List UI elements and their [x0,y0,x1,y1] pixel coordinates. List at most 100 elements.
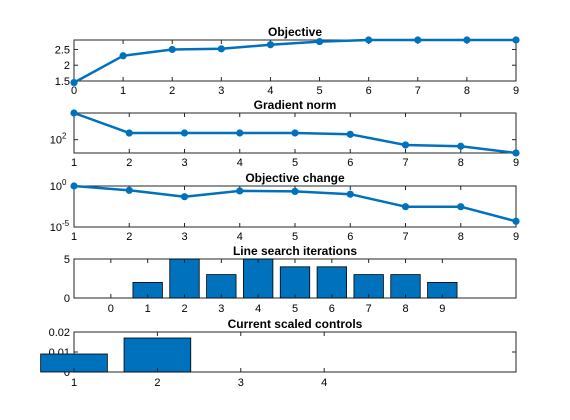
data-point [70,78,78,87]
x-tick-label: 8 [458,231,464,243]
x-tick-label: 5 [316,85,322,97]
bar [169,258,200,299]
x-tick-label: 5 [292,231,298,243]
data-point [346,130,354,138]
x-tick-label: 5 [292,157,298,169]
x-tick-label: 6 [347,157,353,169]
data-point [291,187,299,195]
x-tick-label: 6 [366,85,372,97]
data-point [180,129,189,137]
data-point [217,45,225,53]
data-point [125,129,133,137]
x-tick-label: 1 [71,157,77,169]
data-point [512,36,520,44]
data-point [236,187,244,195]
x-tick-label: 1 [71,377,77,389]
data-point [463,36,471,44]
y-tick-exponent: 2 [62,132,67,141]
x-tick-label: 7 [402,231,408,243]
axes-box [73,39,517,82]
data-point [291,129,299,137]
x-tick-label: 2 [169,85,175,97]
x-tick-label: 6 [329,303,335,315]
data-point [512,149,520,157]
x-tick-label: 5 [292,303,298,315]
y-tick-label: 0 [64,367,70,379]
x-tick-label: 3 [181,157,187,169]
data-point [401,203,410,211]
data-point [346,190,354,198]
x-tick-label: 3 [181,231,187,243]
data-point [414,36,422,44]
subplot-title: Objective change [245,171,345,185]
x-tick-label: 8 [464,85,470,97]
x-tick-label: 9 [513,157,519,169]
y-tick-label: 10 [50,222,62,234]
data-point [266,41,275,49]
x-tick-label: 4 [267,85,273,97]
bar [316,266,347,299]
subplot-title: Current scaled controls [228,317,363,331]
y-tick-exponent: -5 [62,219,70,228]
y-tick-label: 0 [64,293,70,305]
data-point [119,52,127,60]
data-point [315,37,324,46]
x-tick-label: 3 [218,85,224,97]
x-tick-label: 1 [145,303,151,315]
x-tick-label: 8 [402,303,408,315]
x-tick-label: 3 [218,303,224,315]
x-tick-label: 9 [513,85,519,97]
data-point [401,141,410,149]
bar [279,266,311,299]
data-point [70,182,78,190]
y-tick-label: 0.02 [49,327,70,339]
x-tick-label: 2 [126,157,132,169]
x-tick-label: 2 [181,303,187,315]
y-tick-label: 1.5 [55,76,70,88]
x-tick-label: 9 [439,303,445,315]
x-tick-label: 1 [71,231,77,243]
data-point [457,142,465,150]
bar [243,258,274,299]
x-tick-label: 4 [237,157,243,169]
y-tick-label: 2 [64,60,70,72]
x-tick-label: 2 [154,377,160,389]
subplot-4: Line search iterations 0 5 0 1 2 3 4 5 6 7 8 9 [64,244,517,315]
subplot-title: Line search iterations [233,244,357,258]
x-tick-label: 4 [255,303,261,315]
x-tick-label: 4 [237,231,243,243]
x-tick-label: 8 [458,157,464,169]
x-tick-label: 7 [402,157,408,169]
data-point [125,186,133,194]
data-point [236,129,244,137]
y-tick-label: 10 [50,135,62,147]
x-tick-label: 0 [71,85,77,97]
x-tick-label: 4 [321,377,327,389]
x-tick-label: 2 [126,231,132,243]
x-tick-label: 0 [108,303,114,315]
y-tick-exponent: 0 [62,178,67,187]
data-point [168,45,176,54]
data-point [180,193,189,201]
subplot-title: Objective [268,25,322,39]
y-tick-label: 5 [64,254,70,266]
y-tick-label: 2.5 [55,44,70,56]
y-tick-label: 10 [50,181,62,193]
data-point [70,109,78,117]
bar [123,337,192,373]
subplot-title: Gradient norm [254,98,337,112]
data-point [457,203,465,211]
x-tick-label: 7 [366,303,372,315]
x-tick-label: 3 [238,377,244,389]
x-tick-label: 1 [120,85,126,97]
x-tick-label: 6 [347,231,353,243]
x-tick-label: 7 [415,85,421,97]
series-line [73,38,516,84]
x-tick-label: 9 [513,231,519,243]
data-point [512,217,520,225]
